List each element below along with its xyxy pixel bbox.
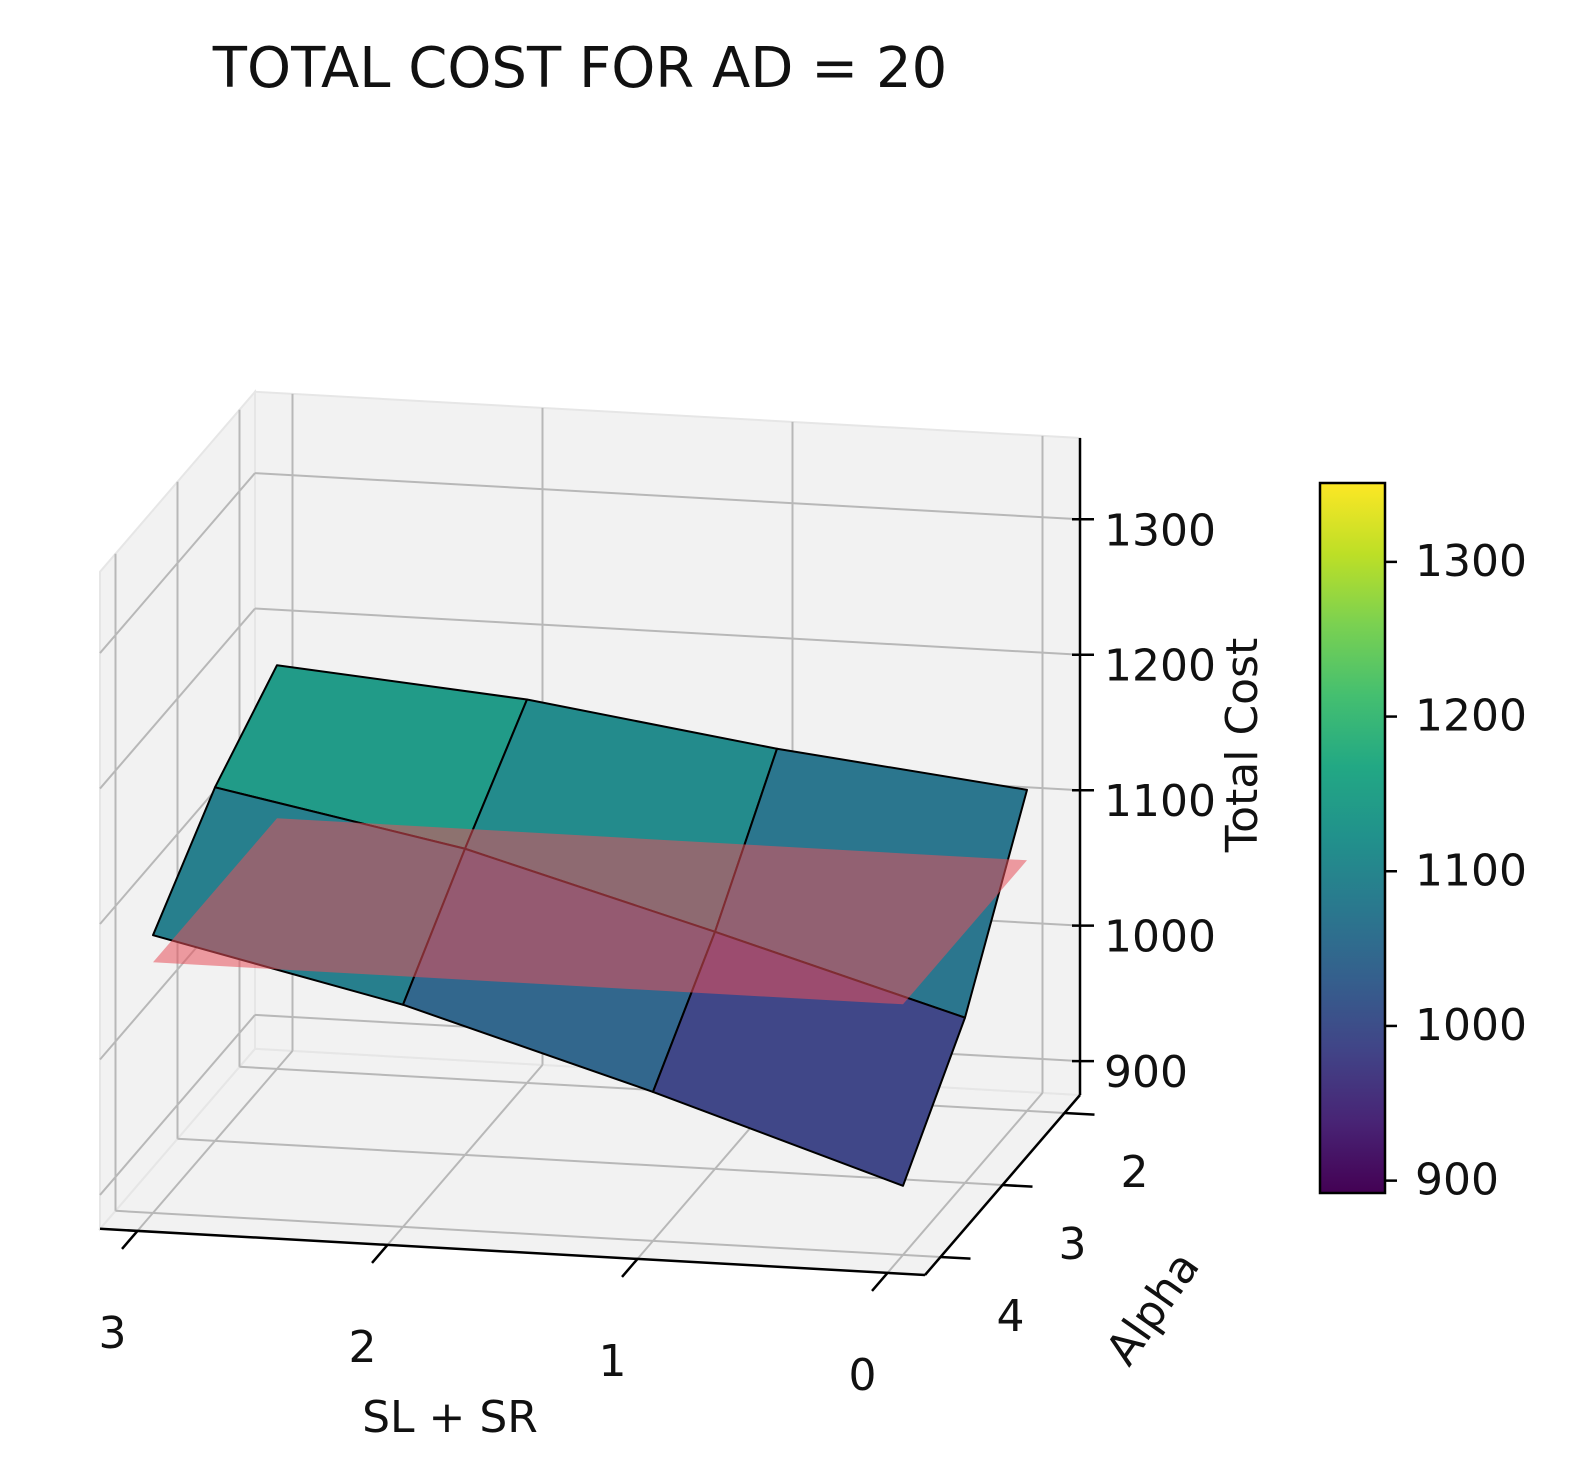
x-tick-label: 0 [849,1350,877,1401]
y-tick-label: 2 [1121,1147,1149,1198]
grid-line [254,607,1081,656]
y-tick [1002,1183,1033,1188]
grid-line [254,472,1081,521]
grid-line [177,1137,1003,1186]
colorbar-tick-label: 1200 [1415,691,1527,742]
grid-line [99,472,256,654]
x-tick [121,1230,139,1250]
z-tick-label: 900 [1104,1047,1188,1098]
x-axis [99,1227,926,1277]
colorbar-tick-label: 1100 [1415,845,1527,896]
y-axis-label: Alpha [1096,1243,1210,1375]
x-axis-label: SL + SR [362,1392,538,1443]
y-tick [1064,1111,1095,1116]
x-tick [871,1272,889,1292]
colorbar [1318,481,1387,1195]
colorbar-tick-label: 1000 [1415,1000,1527,1051]
colorbar-tick-label: 900 [1415,1155,1499,1206]
colorbar-tick-label: 1300 [1415,536,1527,587]
grid-line [115,1209,941,1258]
x-tick [621,1258,639,1278]
x-tick-label: 1 [599,1336,627,1387]
y-tick-label: 3 [1059,1219,1087,1270]
x-tick-label: 2 [349,1322,377,1373]
chart-title: TOTAL COST FOR AD = 20 [212,36,947,101]
grid-line [99,607,256,790]
grid-line [99,1014,256,1196]
y-tick-label: 4 [997,1291,1025,1342]
x-tick-label: 3 [99,1308,127,1359]
y-tick [940,1255,971,1260]
x-tick [371,1244,389,1264]
z-tick-label: 1100 [1104,776,1216,827]
z-tick-label: 1000 [1104,912,1216,963]
reference-plane [153,818,1027,1005]
z-axis-label: Total Cost [1217,638,1268,854]
z-tick-label: 1300 [1104,505,1216,556]
z-tick-label: 1200 [1104,641,1216,692]
